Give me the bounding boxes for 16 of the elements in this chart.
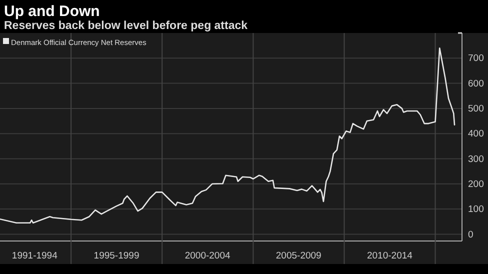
y-tick-label: 200 [468,178,484,190]
x-tick-label: 1991-1994 [12,250,58,262]
line-series [0,47,456,224]
y-tick-label: 500 [468,103,484,114]
x-tick-label: 2010-2014 [366,250,412,262]
x-tick-label: 2000-2004 [184,250,230,262]
y-tick-label: 100 [468,204,484,216]
y-tick-label: 600 [468,78,484,90]
y-tick-label: 400 [468,128,484,140]
x-tick-label: 2005-2009 [276,250,322,262]
chart-subtitle: Reserves back below level before peg attack [4,20,248,32]
y-tick-label: 300 [468,154,484,165]
x-tick-label: 1995-1999 [94,250,140,262]
chart-title: Up and Down [4,3,100,20]
y-tick-label: 0 [468,229,474,240]
y-tick-label: 700 [468,53,484,64]
